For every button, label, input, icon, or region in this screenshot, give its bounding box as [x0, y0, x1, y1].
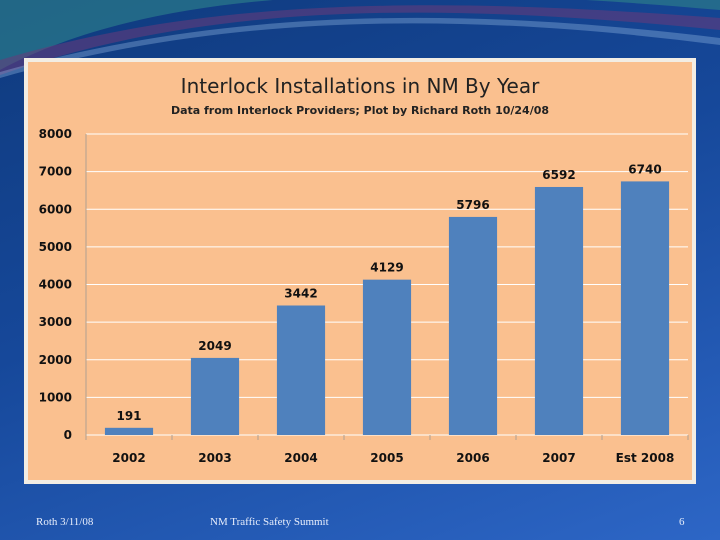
chart-area: Interlock Installations in NM By Year Da…	[28, 62, 692, 480]
bar-chart: Interlock Installations in NM By Year Da…	[39, 74, 689, 465]
x-tick-label: 2003	[198, 451, 231, 465]
data-label: 191	[116, 409, 141, 423]
decorative-swoosh	[0, 0, 720, 78]
bars	[104, 181, 670, 435]
footer-event: NM Traffic Safety Summit	[210, 516, 329, 528]
y-tick-label: 6000	[39, 202, 72, 216]
x-tick-label: Est 2008	[616, 451, 675, 465]
chart-title: Interlock Installations in NM By Year	[181, 74, 540, 98]
bar-2005	[362, 279, 412, 435]
data-label: 4129	[370, 261, 403, 275]
y-tick-label: 1000	[39, 390, 72, 404]
y-tick-label: 3000	[39, 315, 72, 329]
bar-est-2008	[620, 181, 670, 435]
y-tick-label: 0	[64, 428, 72, 442]
bar-2002	[104, 427, 154, 435]
data-label: 6592	[542, 168, 575, 182]
data-labels: 191 2049 3442 4129 5796 6592 6740	[116, 162, 661, 422]
data-label: 3442	[284, 286, 317, 300]
x-axis-ticks: 2002 2003 2004 2005 2006 2007 Est 2008	[85, 435, 689, 465]
data-label: 2049	[198, 339, 231, 353]
footer-author-date: Roth 3/11/08	[36, 516, 94, 528]
data-label: 6740	[628, 162, 661, 176]
bar-2004	[276, 305, 326, 435]
data-label: 5796	[456, 198, 489, 212]
y-tick-label: 7000	[39, 165, 72, 179]
y-tick-label: 5000	[39, 240, 72, 254]
bar-2006	[448, 216, 498, 435]
y-tick-label: 8000	[39, 127, 72, 141]
bar-2003	[190, 357, 240, 435]
x-tick-label: 2005	[370, 451, 403, 465]
chart-subtitle: Data from Interlock Providers; Plot by R…	[171, 104, 549, 117]
bar-2007	[534, 186, 584, 435]
x-tick-label: 2002	[112, 451, 145, 465]
x-tick-label: 2004	[284, 451, 317, 465]
y-tick-label: 4000	[39, 278, 72, 292]
slide-number: 6	[679, 516, 685, 528]
x-tick-label: 2006	[456, 451, 489, 465]
x-tick-label: 2007	[542, 451, 575, 465]
y-tick-label: 2000	[39, 353, 72, 367]
y-axis-ticks: 0 1000 2000 3000 4000 5000 6000 7000 8000	[39, 127, 72, 442]
